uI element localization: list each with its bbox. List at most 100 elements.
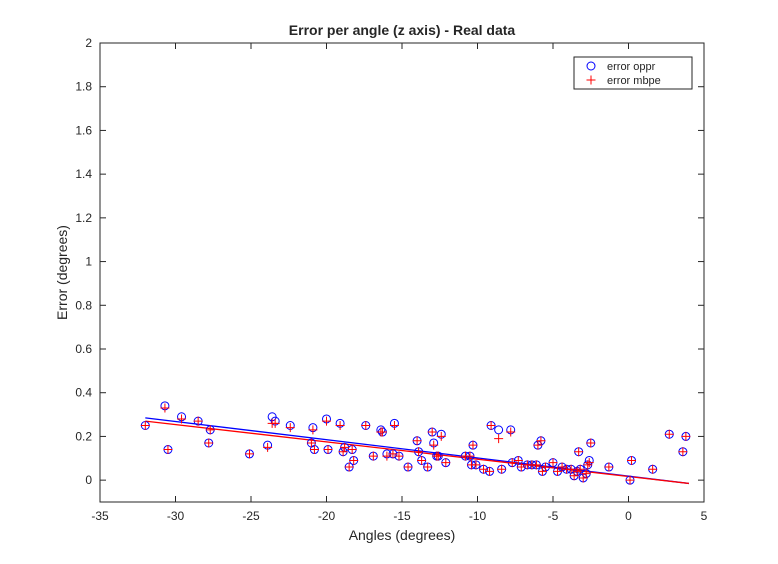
y-tick-label: 1.2 [75, 211, 92, 225]
mbpe-point [388, 449, 398, 459]
mbpe-point [531, 460, 541, 470]
mbpe-point [403, 462, 413, 472]
mbpe-point [205, 425, 215, 435]
y-tick-label: 0.6 [75, 342, 92, 356]
mbpe-point [270, 418, 280, 428]
mbpe-point [575, 464, 585, 474]
x-tick-label: -20 [318, 509, 336, 523]
mbpe-point [309, 445, 319, 455]
mbpe-point [361, 421, 371, 430]
x-tick-label: 0 [625, 509, 632, 523]
mbpe-point [506, 427, 516, 437]
mbpe-point [322, 416, 331, 426]
mbpe-point [394, 451, 404, 461]
mbpe-point [163, 445, 173, 455]
y-tick-label: 0.4 [75, 386, 92, 400]
mbpe-point [507, 458, 517, 468]
mbpe-point [263, 442, 273, 452]
x-axis-label: Angles (degrees) [349, 527, 456, 543]
x-tick-label: -15 [393, 509, 411, 523]
legend-box [573, 56, 693, 90]
mbpe-point [465, 451, 475, 461]
mbpe-point [584, 458, 594, 468]
mbpe-point [497, 464, 507, 474]
mbpe-point [485, 466, 495, 476]
mbpe-point [347, 445, 357, 455]
x-tick-label: 5 [701, 509, 708, 523]
mbpe-point [553, 466, 563, 476]
mbpe-point [335, 421, 345, 430]
mbpe-point [323, 445, 333, 455]
mbpe-point [412, 436, 422, 446]
mbpe-point [441, 458, 451, 468]
mbpe-point [414, 447, 424, 457]
x-tick-label: -5 [548, 509, 559, 523]
mbpe-point [306, 438, 316, 448]
legend-marker-oppr [586, 61, 596, 71]
x-tick-label: -30 [167, 509, 185, 523]
mbpe-point [494, 434, 504, 444]
mbpe-point [625, 475, 635, 485]
y-tick-label: 1.6 [75, 123, 92, 137]
y-tick-label: 2 [85, 36, 92, 50]
mbpe-point [583, 460, 593, 470]
mbpe-point [678, 447, 688, 457]
mbpe-point [627, 455, 637, 465]
mbpe-point [389, 421, 399, 430]
mbpe-point [548, 458, 558, 468]
mbpe-point [429, 440, 439, 450]
y-tick-label: 1.8 [75, 80, 92, 94]
mbpe-point [368, 451, 378, 461]
mbpe-point [204, 438, 214, 448]
mbpe-point [516, 462, 526, 472]
mbpe-point [285, 423, 295, 433]
mbpe-point [193, 416, 203, 426]
mbpe-point [540, 462, 550, 472]
mbpe-point [244, 449, 254, 459]
x-tick-label: -35 [91, 509, 109, 523]
mbpe-point [479, 464, 489, 474]
mbpe-point [344, 462, 354, 472]
oppr-point [494, 425, 504, 435]
x-tick-label: -25 [242, 509, 260, 523]
y-tick-label: 1 [85, 255, 92, 269]
mbpe-point [648, 464, 658, 474]
mbpe-point [382, 451, 392, 461]
mbpe-point [604, 462, 614, 472]
mbpe-point [340, 442, 350, 452]
x-tick-label: -10 [469, 509, 487, 523]
mbpe-point [468, 440, 478, 450]
mbpe-point [471, 460, 481, 470]
trend-line [145, 420, 689, 485]
data-marks [140, 401, 691, 485]
mbpe-point [349, 455, 359, 465]
mbpe-point [423, 462, 433, 472]
mbpe-point [581, 469, 591, 479]
chart-title: Error per angle (z axis) - Real data [289, 22, 516, 38]
mbpe-point [664, 429, 674, 439]
mbpe-point [574, 447, 584, 457]
mbpe-point [436, 431, 446, 441]
mbpe-point [566, 464, 576, 474]
y-tick-label: 0.8 [75, 298, 92, 312]
mbpe-point [140, 421, 150, 430]
mbpe-point [586, 438, 596, 448]
mbpe-point [308, 425, 318, 435]
mbpe-point [338, 447, 348, 457]
mbpe-point [486, 421, 496, 430]
legend: error oppr error mbpe [573, 56, 693, 90]
legend-label: error mbpe [607, 75, 661, 87]
mbpe-point [536, 436, 546, 446]
mbpe-point [417, 455, 427, 465]
mbpe-point [513, 455, 523, 465]
mbpe-point [557, 462, 567, 472]
mbpe-point [377, 427, 387, 437]
axis-ticks: -35 -30 -25 -20 -15 -10 -5 0 5 0 0.2 0.4 0.6 0.8 1 1.2 1… [75, 36, 707, 523]
mbpe-point [681, 431, 691, 441]
mbpe-point [433, 451, 443, 461]
mbpe-point [177, 414, 187, 424]
mbpe-point [427, 427, 437, 437]
y-tick-label: 0.2 [75, 429, 92, 443]
y-tick-label: 1.4 [75, 167, 92, 181]
